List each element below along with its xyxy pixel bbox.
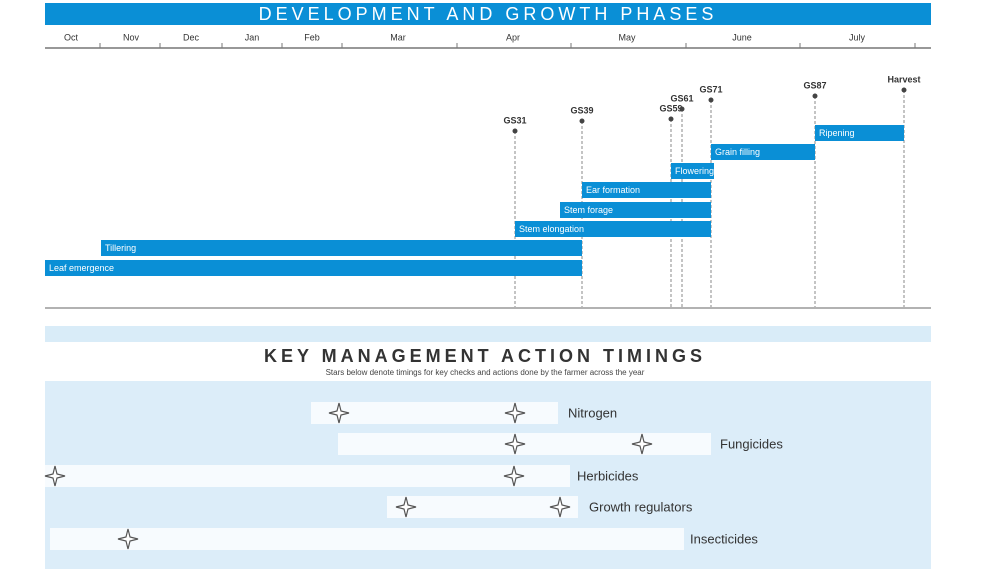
month-label: Feb [304, 32, 320, 42]
action-bar [45, 465, 570, 487]
stage-dot [668, 116, 674, 122]
title: DEVELOPMENT AND GROWTH PHASES [259, 4, 718, 24]
stage-label: GS71 [699, 84, 722, 94]
month-label: Apr [506, 32, 520, 42]
phase-bar [711, 144, 815, 160]
stage-label: GS39 [570, 105, 593, 115]
action-rows: Nitrogen Fungicides Herbicides Growth regul… [44, 402, 783, 550]
action-label: Herbicides [577, 468, 639, 483]
action-bar [387, 496, 578, 518]
month-label: Jan [245, 32, 260, 42]
stage-label: GS87 [803, 80, 826, 90]
action-label: Growth regulators [589, 499, 693, 514]
actions-title: KEY MANAGEMENT ACTION TIMINGS [264, 346, 706, 366]
phase-bar [101, 240, 582, 256]
month-label: May [618, 32, 636, 42]
stage-dot [812, 93, 818, 99]
stage-dot [679, 106, 685, 112]
month-label: June [732, 32, 752, 42]
separator-band [45, 326, 931, 342]
stage-dot [901, 87, 907, 93]
phase-bar [45, 260, 582, 276]
phase-bar [515, 221, 711, 237]
phase-label: Ripening [819, 128, 855, 138]
actions-subtitle: Stars below denote timings for key check… [326, 368, 645, 377]
month-label: July [849, 32, 866, 42]
stage-dot [579, 118, 585, 124]
action-bar [311, 402, 558, 424]
action-label: Fungicides [720, 436, 783, 451]
stage-label: GS61 [670, 93, 693, 103]
phase-label: Flowering [675, 166, 714, 176]
action-bar [50, 528, 684, 550]
phase-label: Leaf emergence [49, 263, 114, 273]
stage-label: GS31 [503, 115, 526, 125]
stage-label: Harvest [887, 74, 920, 84]
month-label: Mar [390, 32, 406, 42]
month-label: Oct [64, 32, 79, 42]
stage-dot [512, 128, 518, 134]
action-label: Nitrogen [568, 405, 617, 420]
phase-bar [560, 202, 711, 218]
title-banner [45, 3, 931, 25]
month-label: Nov [123, 32, 140, 42]
phase-label: Stem forage [564, 205, 613, 215]
phase-label: Stem elongation [519, 224, 584, 234]
phase-bar [671, 163, 714, 179]
action-label: Insecticides [690, 531, 758, 546]
phase-bar [582, 182, 711, 198]
month-label: Dec [183, 32, 200, 42]
phase-label: Grain filling [715, 147, 760, 157]
phase-bar [815, 125, 904, 141]
phase-label: Ear formation [586, 185, 640, 195]
phase-label: Tillering [105, 243, 136, 253]
phase-bars: Leaf emergence Tillering Stem elongation St… [45, 125, 904, 276]
stage-dot [708, 97, 714, 103]
stage-label: GS59 [659, 103, 682, 113]
months: Oct Nov Dec Jan Feb Mar Apr May June July [64, 32, 916, 48]
